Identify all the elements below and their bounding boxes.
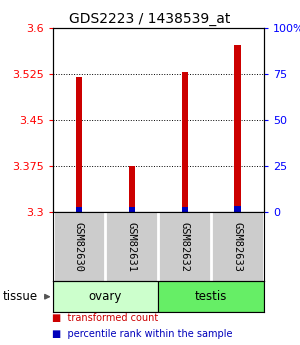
Text: GSM82632: GSM82632 — [180, 222, 190, 272]
Bar — [129, 166, 135, 212]
Bar — [76, 207, 82, 212]
Text: ovary: ovary — [89, 290, 122, 303]
Text: ■  percentile rank within the sample: ■ percentile rank within the sample — [52, 329, 233, 339]
Bar — [76, 77, 82, 212]
Text: GSM82631: GSM82631 — [127, 222, 137, 272]
Bar — [182, 72, 188, 212]
Bar — [52, 281, 158, 312]
Text: GSM82630: GSM82630 — [74, 222, 84, 272]
Bar — [234, 45, 241, 212]
Bar — [234, 206, 241, 212]
Bar — [182, 207, 188, 212]
Bar — [158, 281, 264, 312]
Text: tissue: tissue — [3, 290, 38, 303]
Text: testis: testis — [195, 290, 227, 303]
Text: ■  transformed count: ■ transformed count — [52, 313, 159, 323]
Text: GDS2223 / 1438539_at: GDS2223 / 1438539_at — [69, 12, 231, 26]
Text: GSM82633: GSM82633 — [232, 222, 243, 272]
Bar — [129, 207, 135, 212]
